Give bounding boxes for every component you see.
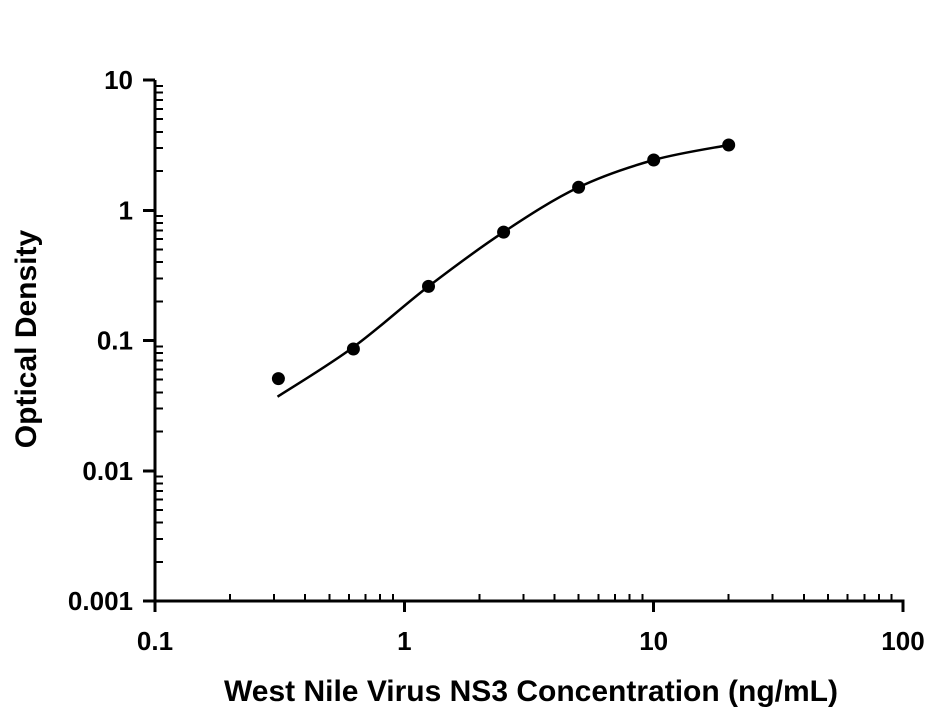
y-axis-title: Optical Density xyxy=(10,229,43,448)
x-tick-label: 100 xyxy=(881,626,924,656)
data-point xyxy=(572,180,586,194)
data-point xyxy=(346,342,360,356)
x-tick-label: 10 xyxy=(639,626,668,656)
x-axis-title: West Nile Virus NS3 Concentration (ng/mL… xyxy=(224,675,838,708)
data-point xyxy=(722,138,736,152)
data-point xyxy=(271,372,285,386)
y-tick-label: 0.001 xyxy=(68,586,133,616)
y-tick-label: 10 xyxy=(104,65,133,95)
y-tick-label: 0.1 xyxy=(97,326,133,356)
data-point xyxy=(647,153,661,167)
data-point xyxy=(497,225,511,239)
data-point xyxy=(422,279,435,293)
y-tick-label: 0.01 xyxy=(82,456,133,486)
fit-curve xyxy=(276,143,729,398)
x-tick-label: 1 xyxy=(397,626,411,656)
y-tick-label: 1 xyxy=(119,195,133,225)
x-tick-label: 0.1 xyxy=(137,626,173,656)
